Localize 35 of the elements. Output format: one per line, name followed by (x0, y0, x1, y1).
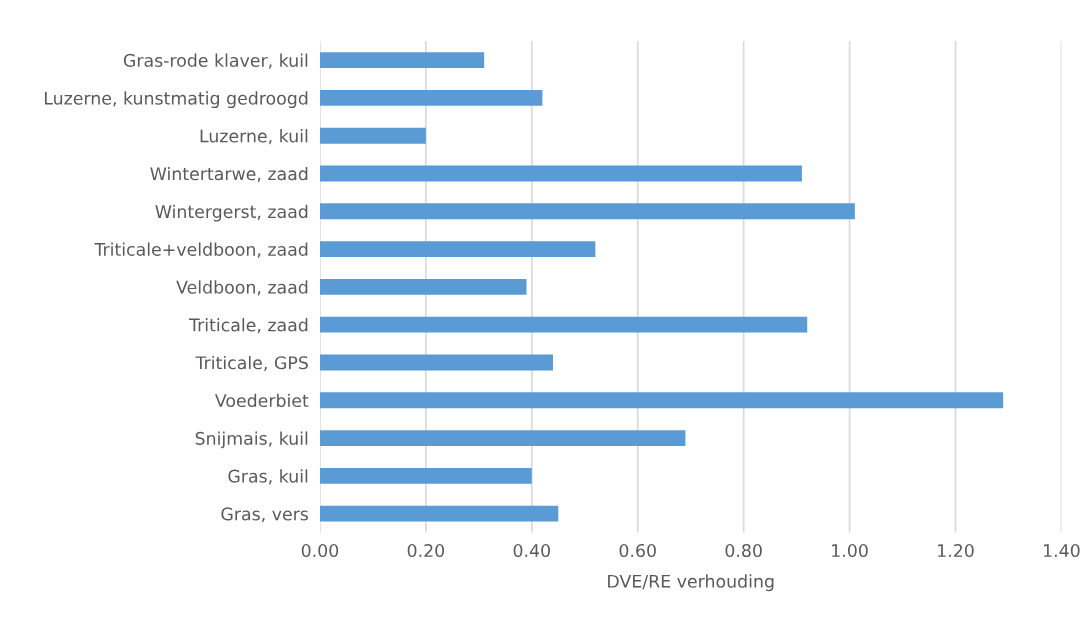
y-tick-label: Snijmais, kuil (195, 431, 308, 449)
bar (319, 467, 532, 484)
bar (319, 505, 559, 522)
x-tick-label: 0.40 (513, 543, 550, 558)
x-tick-label: 0.60 (619, 543, 656, 558)
y-tick-label: Luzerne, kunstmatig gedroogd (44, 91, 308, 109)
bar (319, 278, 527, 295)
x-tick-label: 0.00 (301, 543, 339, 558)
x-tick-label: 1.20 (938, 543, 974, 558)
y-tick-label: Gras, kuil (228, 469, 308, 485)
x-tick-label: 1.00 (832, 543, 868, 558)
bar (319, 203, 855, 220)
bar (319, 52, 485, 69)
y-tick-label: Gras, vers (221, 507, 308, 523)
y-tick-label: Wintergerst, zaad (155, 204, 308, 222)
bar (319, 89, 543, 106)
y-tick-label: Luzerne, kuil (200, 129, 308, 145)
x-axis-title: DVE/RE verhouding (608, 574, 774, 592)
y-tick-label: Triticale, GPS (195, 355, 308, 372)
x-tick-label: 0.80 (725, 543, 762, 558)
y-tick-label: Triticale+veldboon, zaad (94, 242, 308, 258)
y-tick-label: Voederbiet (214, 393, 309, 408)
bar (319, 316, 808, 333)
bar (319, 392, 1004, 409)
x-tick-label: 1.40 (1044, 543, 1080, 558)
bar (319, 127, 426, 144)
y-tick-label: Gras-rode klaver, kuil (123, 53, 308, 69)
bar (319, 165, 802, 182)
bar (319, 354, 553, 371)
y-tick-label: Triticale, zaad (189, 318, 308, 334)
bar (319, 430, 686, 447)
bar (319, 241, 596, 258)
y-tick-label: Wintertarwe, zaad (150, 166, 308, 183)
x-tick-label: 0.20 (407, 543, 445, 558)
y-tick-label: Veldboon, zaad (176, 280, 308, 296)
